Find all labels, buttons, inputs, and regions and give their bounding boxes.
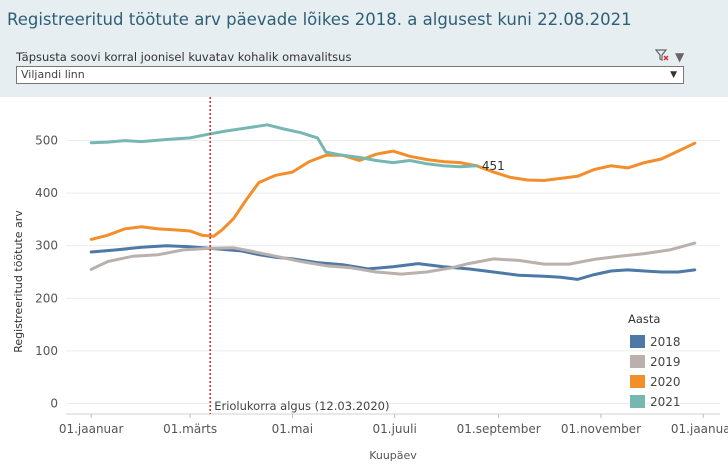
annotation-layer: Eriolukorra algus (12.03.2020) 451 (209, 97, 505, 414)
reference-line-label: Eriolukorra algus (12.03.2020) (214, 399, 389, 413)
legend-swatch (630, 375, 645, 388)
axes-layer: 0 100 200 300 400 500 01.jaanuar 01.märts 01.mai… (12, 134, 728, 462)
filter-controls: ▼ (654, 49, 685, 64)
x-tick-label: 01.november (561, 422, 641, 436)
dropdown-arrow-icon[interactable]: ▼ (670, 70, 677, 80)
y-tick-label: 300 (35, 239, 58, 253)
x-tick-label: 01.juuli (373, 422, 417, 436)
legend-swatch (630, 355, 645, 368)
y-tick-label: 100 (35, 344, 58, 358)
y-tick-label: 0 (50, 396, 58, 410)
line-chart: 0 100 200 300 400 500 01.jaanuar 01.märts 01.mai… (12, 97, 728, 462)
x-tick-label: 01.september (457, 422, 541, 436)
header-panel: Registreeritud töötute arv päevade lõike… (0, 0, 728, 97)
x-tick-label: 01.jaanuar (59, 422, 124, 436)
legend: Aasta 2018 2019 2020 2021 (628, 312, 681, 409)
series-line-2019 (89, 241, 697, 276)
legend-item-label: 2020 (650, 375, 681, 389)
series-line-2020 (89, 141, 697, 241)
legend-title: Aasta (628, 312, 660, 326)
x-tick-label: 01.märts (163, 422, 217, 436)
filter-label: Täpsusta soovi korral joonisel kuvatav k… (16, 50, 352, 64)
y-axis-title: Registreeritud töötute arv (12, 210, 25, 353)
legend-swatch (630, 395, 645, 408)
chevron-down-icon[interactable]: ▼ (675, 49, 685, 64)
series-line-2021 (89, 123, 479, 169)
municipality-select[interactable]: Viljandi linn ▼ (16, 66, 684, 84)
legend-item-label: 2021 (650, 395, 681, 409)
legend-swatch (630, 335, 645, 348)
y-tick-label: 400 (35, 186, 58, 200)
x-tick-label: 01.jaanuar (671, 422, 728, 436)
x-tick-label: 01.mai (272, 422, 313, 436)
legend-item-label: 2019 (650, 355, 681, 369)
page-title: Registreeritud töötute arv päevade lõike… (7, 10, 632, 29)
filter-clear-icon[interactable] (654, 49, 669, 64)
legend-item-label: 2018 (650, 335, 681, 349)
series-layer (89, 123, 697, 281)
x-axis-title: Kuupäev (369, 449, 417, 462)
municipality-select-value: Viljandi linn (21, 68, 85, 81)
y-tick-label: 200 (35, 291, 58, 305)
end-value-label: 451 (482, 159, 505, 173)
y-tick-label: 500 (35, 134, 58, 148)
